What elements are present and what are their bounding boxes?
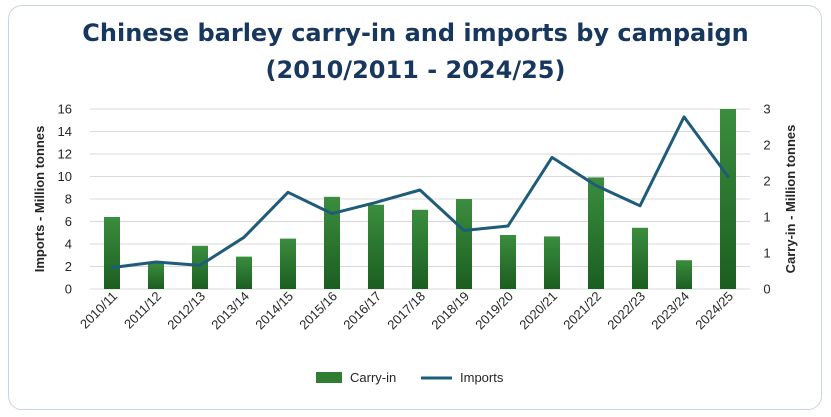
left-tick-label: 14 <box>58 124 72 139</box>
right-tick-label: 3 <box>763 102 770 117</box>
carry-in-bar <box>148 262 164 289</box>
carry-in-bar <box>236 256 252 289</box>
legend: Carry-in Imports <box>316 370 504 385</box>
x-tick-label: 2015/16 <box>296 289 340 333</box>
carry-in-bar <box>104 217 120 289</box>
carry-in-bars <box>104 109 736 289</box>
left-tick-label: 10 <box>58 169 72 184</box>
left-axis-ticks: 0 2 4 6 8 10 12 14 16 <box>58 102 72 297</box>
carry-in-bar <box>280 238 296 289</box>
x-tick-label: 2017/18 <box>384 289 428 333</box>
carry-in-bar <box>720 109 736 289</box>
x-tick-label: 2010/11 <box>77 289 120 332</box>
right-tick-label: 2 <box>763 138 770 153</box>
legend-carry-in-label: Carry-in <box>350 370 396 385</box>
x-tick-label: 2014/15 <box>252 289 296 333</box>
carry-in-bar <box>676 260 692 289</box>
left-tick-label: 4 <box>65 237 72 252</box>
carry-in-bar <box>324 196 340 289</box>
carry-in-bar <box>544 236 560 289</box>
x-tick-label: 2024/25 <box>692 289 736 333</box>
x-tick-label: 2011/12 <box>121 289 164 332</box>
left-tick-label: 0 <box>65 282 72 297</box>
legend-imports-label: Imports <box>460 370 504 385</box>
legend-carry-in-swatch <box>316 372 342 383</box>
x-tick-label: 2023/24 <box>648 289 692 333</box>
left-tick-label: 6 <box>65 214 72 229</box>
x-axis-ticks: 2010/11 2011/12 2012/13 2013/14 2014/15 2015/… <box>77 289 736 333</box>
chart-frame <box>8 5 822 410</box>
left-tick-label: 16 <box>58 102 72 117</box>
x-tick-label: 2022/23 <box>604 289 648 333</box>
carry-in-bar <box>192 245 208 289</box>
carry-in-bar <box>588 177 604 289</box>
right-axis-ticks: 0 1 1 2 2 3 <box>763 102 770 297</box>
left-tick-label: 2 <box>65 259 72 274</box>
right-tick-label: 2 <box>763 174 770 189</box>
right-tick-label: 1 <box>763 210 770 225</box>
x-tick-label: 2012/13 <box>164 289 208 333</box>
carry-in-bar <box>500 235 516 289</box>
x-tick-label: 2016/17 <box>340 289 384 333</box>
left-tick-label: 8 <box>65 192 72 207</box>
carry-in-bar <box>368 204 384 289</box>
imports-line <box>110 115 730 270</box>
carry-in-bar <box>412 209 428 289</box>
right-tick-label: 0 <box>763 282 770 297</box>
right-tick-label: 1 <box>763 246 770 261</box>
right-axis-label: Carry-in - Million tonnes <box>783 125 798 274</box>
left-tick-label: 12 <box>58 147 72 162</box>
carry-in-bar <box>632 227 648 289</box>
x-tick-label: 2018/19 <box>428 289 472 333</box>
x-tick-label: 2020/21 <box>516 289 560 333</box>
chart-title-line-1: Chinese barley carry-in and imports by c… <box>82 19 749 47</box>
x-tick-label: 2019/20 <box>472 289 516 333</box>
left-axis-label: Imports - Million tonnes <box>32 126 47 273</box>
chart-title-line-2: (2010/2011 - 2024/25) <box>265 56 566 84</box>
carry-in-bar <box>456 199 472 289</box>
x-tick-label: 2013/14 <box>208 289 252 333</box>
x-tick-label: 2021/22 <box>560 289 604 333</box>
